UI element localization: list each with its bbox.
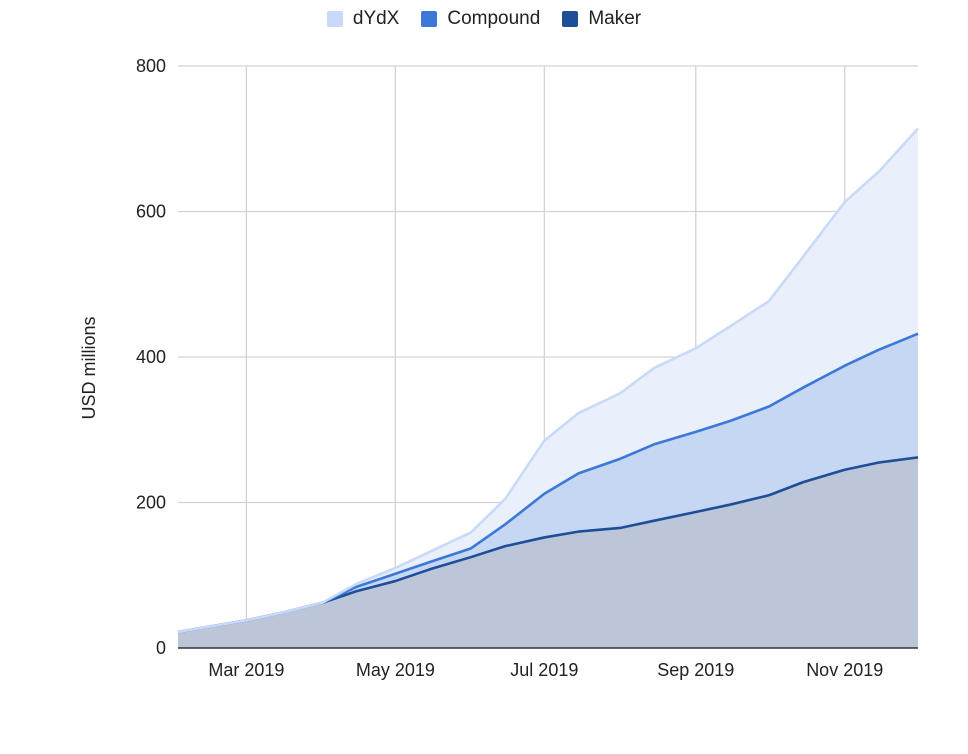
y-tick-label: 200 xyxy=(136,493,166,513)
y-axis-label: USD millions xyxy=(79,316,99,419)
area-dydx xyxy=(178,128,918,632)
y-tick-label: 800 xyxy=(136,56,166,76)
line-dydx xyxy=(177,127,919,634)
legend: dYdX Compound Maker xyxy=(0,6,968,32)
legend-item-dydx: dYdX xyxy=(326,6,400,32)
y-tick-label: 600 xyxy=(136,202,166,222)
legend-item-maker: Maker xyxy=(562,6,641,32)
y-tick-label: 0 xyxy=(156,638,166,658)
axes: 0 200 400 600 800 Mar 2019 May 2019 Jul 2019 Sep… xyxy=(136,56,918,680)
legend-item-compound: Compound xyxy=(421,6,540,32)
x-tick-label: Jul 2019 xyxy=(510,660,578,680)
line-layer xyxy=(177,127,919,634)
x-tick-label: Mar 2019 xyxy=(208,660,284,680)
legend-swatch-dydx xyxy=(326,11,343,27)
legend-swatch-maker xyxy=(562,11,579,27)
area-layer xyxy=(178,128,918,648)
legend-label-dydx: dYdX xyxy=(352,8,400,29)
y-tick-label: 400 xyxy=(136,347,166,367)
x-tick-label: Nov 2019 xyxy=(806,660,883,680)
legend-label-compound: Compound xyxy=(447,8,541,29)
legend-swatch-compound xyxy=(421,11,438,27)
area-compound xyxy=(178,333,918,632)
x-tick-label: Sep 2019 xyxy=(657,660,734,680)
x-tick-label: May 2019 xyxy=(356,660,435,680)
legend-label-maker: Maker xyxy=(588,8,642,29)
